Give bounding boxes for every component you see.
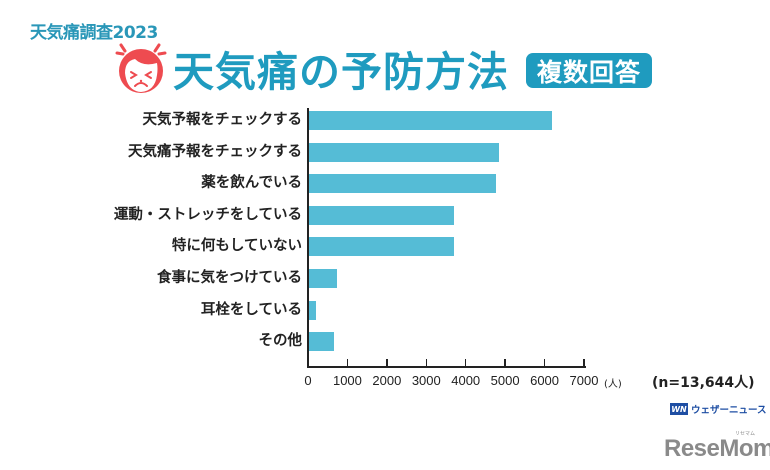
bar bbox=[309, 205, 455, 225]
category-label: 天気予報をチェックする bbox=[142, 112, 303, 128]
x-tick-label: 0 bbox=[304, 373, 312, 388]
bar bbox=[309, 174, 496, 194]
x-tick bbox=[583, 359, 585, 367]
category-label: 運動・ストレッチをしている bbox=[113, 206, 302, 223]
bar bbox=[309, 237, 454, 257]
bar bbox=[309, 142, 500, 162]
bar bbox=[309, 300, 317, 320]
resemom-logo: ReseMom bbox=[664, 435, 770, 462]
headache-face-icon bbox=[115, 43, 167, 93]
title-row: 天気痛の予防方法 bbox=[115, 38, 509, 98]
x-tick bbox=[543, 359, 546, 367]
category-label: 特に何もしていない bbox=[171, 238, 302, 255]
chart-title: 天気痛の予防方法 bbox=[173, 48, 509, 96]
x-tick bbox=[464, 359, 467, 367]
x-tick bbox=[425, 359, 428, 367]
category-label: 薬を飲んでいる bbox=[201, 175, 302, 192]
bar bbox=[309, 111, 552, 130]
bar bbox=[309, 332, 335, 352]
x-tick-label: 7000 bbox=[569, 373, 599, 388]
y-axis bbox=[307, 108, 309, 368]
multiple-answer-badge: 複数回答 bbox=[526, 53, 652, 88]
x-tick bbox=[504, 359, 506, 367]
weathernews-name: ウェザーニュース bbox=[691, 405, 767, 416]
x-tick-label: 1000 bbox=[332, 373, 362, 388]
weathernews-mark-icon: WN bbox=[670, 403, 688, 415]
bar bbox=[309, 269, 337, 288]
x-tick-label: 2000 bbox=[372, 373, 402, 388]
resemom-ruby: リセマム bbox=[735, 431, 756, 437]
category-label: 天気痛予報をチェックする bbox=[128, 143, 302, 160]
x-tick-label: 5000 bbox=[490, 373, 520, 388]
category-label: 食事に気をつけている bbox=[157, 270, 302, 286]
x-axis bbox=[307, 366, 586, 368]
x-tick bbox=[386, 359, 388, 367]
x-tick-label: 6000 bbox=[530, 373, 560, 388]
x-tick-label: 3000 bbox=[411, 373, 441, 388]
survey-label: 天気痛調査2023 bbox=[30, 23, 158, 43]
weathernews-logo: WN ウェザーニュース bbox=[670, 402, 767, 416]
x-tick bbox=[346, 359, 349, 367]
x-tick-label: 4000 bbox=[451, 373, 481, 388]
category-label: 耳栓をしている bbox=[200, 301, 302, 318]
x-axis-unit: (人) bbox=[604, 379, 622, 390]
category-label: その他 bbox=[258, 333, 303, 350]
sample-size: (n=13,644人) bbox=[652, 375, 755, 391]
